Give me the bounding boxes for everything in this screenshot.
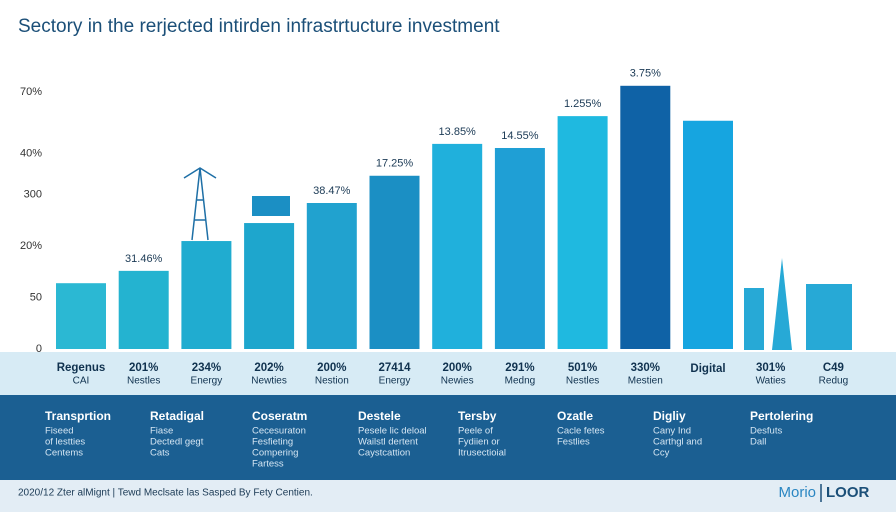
x-tick-label: 27414: [379, 362, 412, 374]
note-line: Ccy: [653, 448, 670, 459]
bar: [494, 147, 545, 349]
note-line: Cany Ind: [653, 426, 691, 437]
footer-text: 2020/12 Zter alMignt | Tewd Meclsate las…: [18, 488, 313, 499]
category-band: [0, 352, 896, 395]
x-tick-label: Nestles: [127, 376, 160, 387]
y-tick-label: 0: [36, 343, 42, 355]
note-title: Destele: [358, 409, 401, 423]
bar: [369, 175, 420, 349]
x-tick-label: Energy: [379, 376, 411, 387]
bar-label: 17.25%: [376, 158, 414, 170]
x-tick-label: 501%: [568, 362, 597, 374]
x-tick-label: Nestles: [566, 376, 599, 387]
bar: [432, 143, 483, 349]
tower-icon: [183, 167, 217, 241]
x-tick-label: Digital: [690, 363, 725, 375]
note-line: Fartess: [252, 459, 284, 470]
note-line: Compering: [252, 448, 298, 459]
x-tick-label: Medng: [505, 376, 536, 387]
bar: [118, 270, 169, 349]
y-tick-label: 70%: [20, 86, 42, 98]
note-line: Desfuts: [750, 426, 782, 437]
x-tick-label: Newties: [251, 376, 287, 387]
brand-name: Morio: [778, 484, 816, 501]
chart-title: Sectory in the rerjected intirden infras…: [18, 16, 500, 37]
note-line: Dall: [750, 437, 766, 448]
bar-label: 31.46%: [125, 253, 163, 265]
note-title: Retadigal: [150, 409, 204, 423]
building: [806, 284, 852, 350]
note-line: Festlies: [557, 437, 590, 448]
x-tick-label: 301%: [756, 362, 785, 374]
note-line: Dectedl gegt: [150, 437, 204, 448]
x-tick-label: 200%: [442, 362, 471, 374]
bar: [683, 120, 733, 349]
note-line: Centems: [45, 448, 83, 459]
x-tick-label: Mestien: [628, 376, 663, 387]
bar: [244, 223, 295, 349]
city-icons: [744, 258, 852, 350]
note-title: Coseratm: [252, 409, 307, 423]
x-tick-label: Energy: [191, 376, 223, 387]
note-line: Fydiien or: [458, 437, 500, 448]
bar-label: 3.75%: [630, 68, 661, 80]
note-line: Caystcattion: [358, 448, 410, 459]
building: [744, 288, 764, 350]
note-line: Wailstl dertent: [358, 437, 418, 448]
x-tick-label: Nestion: [315, 376, 349, 387]
x-tick-label: 234%: [192, 362, 221, 374]
bar: [306, 203, 357, 349]
bar: [181, 241, 232, 349]
bar-label: 13.85%: [439, 126, 477, 138]
bar-label: 38.47%: [313, 185, 351, 197]
footer-band: [0, 480, 896, 512]
note-title: Transprtion: [45, 409, 111, 423]
note-line: Cecesuraton: [252, 426, 306, 437]
note-line: Carthgl and: [653, 437, 702, 448]
y-tick-label: 300: [24, 189, 42, 201]
x-tick-label: Redug: [819, 376, 848, 387]
note-line: Cacle fetes: [557, 426, 605, 437]
bar: [557, 116, 608, 349]
note-line: Fiase: [150, 426, 173, 437]
note-line: Pesele lic deloal: [358, 426, 427, 437]
y-tick-label: 50: [30, 291, 42, 303]
bar: [56, 283, 106, 349]
bar: [620, 85, 671, 350]
note-line: Cats: [150, 448, 170, 459]
x-tick-label: Newies: [441, 376, 474, 387]
x-tick-label: C49: [823, 362, 844, 374]
note-line: of lestties: [45, 437, 85, 448]
note-line: Fiseed: [45, 426, 74, 437]
note-title: Tersby: [458, 409, 497, 423]
bar-label: 1.255%: [564, 98, 602, 110]
x-tick-label: Regenus: [57, 362, 106, 374]
x-tick-label: Waties: [756, 376, 786, 387]
note-line: Peele of: [458, 426, 493, 437]
note-line: Itrusectioial: [458, 448, 506, 459]
note-title: Digliy: [653, 409, 686, 423]
brand-name: LOOR: [826, 484, 869, 501]
note-line: Fesfieting: [252, 437, 293, 448]
bar-label: 14.55%: [501, 130, 539, 142]
x-tick-label: CAI: [73, 376, 90, 387]
spire: [772, 258, 792, 350]
x-tick-label: 330%: [631, 362, 660, 374]
x-tick-label: 202%: [254, 362, 283, 374]
y-tick-label: 40%: [20, 148, 42, 160]
note-title: Ozatle: [557, 409, 593, 423]
x-tick-label: 201%: [129, 362, 158, 374]
y-tick-label: 20%: [20, 240, 42, 252]
x-tick-label: 200%: [317, 362, 346, 374]
factory-icon: [252, 196, 290, 216]
x-tick-label: 291%: [505, 362, 534, 374]
note-title: Pertolering: [750, 409, 813, 423]
notes-band: [0, 395, 896, 480]
